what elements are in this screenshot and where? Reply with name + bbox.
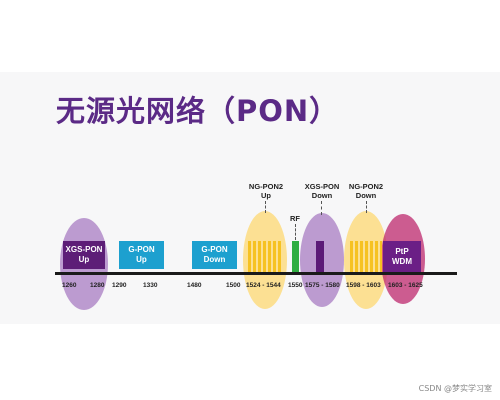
xgs-pon-down-label: XGS-PON Down: [298, 182, 346, 200]
tick-label: 1480: [187, 282, 202, 289]
ptp-wdm-box: PtP WDM: [383, 241, 421, 272]
tick-label: 1280: [90, 282, 105, 289]
xgs-pon-up-box: XGS-PON Up: [63, 241, 105, 269]
tick-label: 1575 - 1580: [305, 282, 340, 289]
tick-label: 1330: [143, 282, 158, 289]
ng-pon2-down-label-1: NG-PON2: [348, 182, 384, 191]
watermark: CSDN @梦实学习室: [418, 384, 492, 393]
xgs-pon-up-label-2: Up: [78, 255, 90, 264]
page-title: 无源光网络（PON）: [56, 94, 340, 128]
ng-pon2-up-leader: [265, 201, 266, 213]
g-pon-up-label-1: G-PON: [128, 245, 155, 254]
tick-label: 1550: [288, 282, 303, 289]
rf-band: [292, 241, 299, 272]
ng-pon2-down-label: NG-PON2 Down: [344, 182, 388, 200]
ptp-wdm-label-1: PtP: [395, 246, 409, 256]
g-pon-down-label-2: Down: [203, 255, 226, 264]
xgs-pon-down-band: [316, 241, 324, 272]
ng-pon2-down-leader: [366, 201, 367, 213]
ng-pon2-down-label-2: Down: [355, 191, 377, 200]
xgs-pon-up-label-1: XGS-PON: [65, 245, 103, 254]
g-pon-down-label-1: G-PON: [201, 245, 228, 254]
xgs-pon-down-leader: [321, 201, 322, 215]
g-pon-up-box: G-PON Up: [119, 241, 164, 269]
tick-label: 1290: [112, 282, 127, 289]
rf-leader: [295, 224, 296, 240]
tick-label: 1500: [226, 282, 241, 289]
tick-label: 1260: [62, 282, 77, 289]
xgs-pon-down-label-2: Down: [311, 191, 333, 200]
xgs-pon-down-label-1: XGS-PON: [304, 182, 340, 191]
tick-label: 1603 - 1625: [388, 282, 423, 289]
rf-label: RF: [290, 214, 300, 223]
tick-label: 1598 - 1603: [346, 282, 381, 289]
ng-pon2-up-channels: [248, 241, 282, 272]
ptp-wdm-label-2: WDM: [392, 256, 412, 266]
ng-pon2-up-label-2: Up: [261, 191, 271, 200]
g-pon-down-box: G-PON Down: [192, 241, 237, 269]
ng-pon2-up-label: NG-PON2 Up: [244, 182, 288, 200]
g-pon-up-label-2: Up: [136, 255, 147, 264]
ng-pon2-down-channels: [350, 241, 382, 272]
wavelength-axis: [55, 272, 457, 275]
tick-label: 1524 - 1544: [246, 282, 281, 289]
ng-pon2-up-label-1: NG-PON2: [248, 182, 284, 191]
